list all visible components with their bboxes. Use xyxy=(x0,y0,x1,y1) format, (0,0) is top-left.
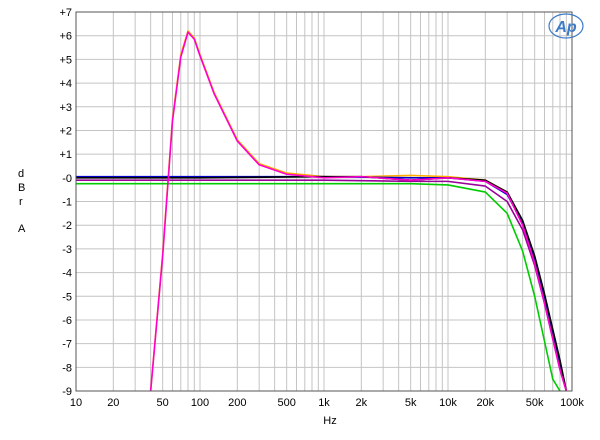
y-tick-label: -7 xyxy=(62,339,72,351)
y-tick-label: -4 xyxy=(62,268,72,280)
y-tick-label: +2 xyxy=(59,125,72,137)
y-axis-label-b: B xyxy=(18,182,26,194)
series-line-3 xyxy=(76,179,568,392)
y-tick-label: +1 xyxy=(59,149,72,161)
y-tick-label: -9 xyxy=(62,386,72,398)
x-tick-label: 20k xyxy=(476,397,494,409)
x-tick-label: 1k xyxy=(318,397,330,409)
x-tick-label: 5k xyxy=(405,397,417,409)
y-tick-label: -1 xyxy=(62,197,72,209)
x-tick-label: 100k xyxy=(560,397,584,409)
plot-frame xyxy=(75,11,573,392)
y-axis-label-d: d xyxy=(18,168,25,180)
y-tick-label: +3 xyxy=(59,102,72,114)
x-tick-label: 10 xyxy=(70,397,82,409)
x-tick-label: 100 xyxy=(191,397,209,409)
y-tick-label: +5 xyxy=(59,54,72,66)
x-tick-label: 50 xyxy=(157,397,169,409)
y-tick-label: -0 xyxy=(62,173,72,185)
y-tick-label: -6 xyxy=(62,315,72,327)
ap-logo: Ap xyxy=(548,13,584,39)
x-tick-label: 10k xyxy=(439,397,457,409)
series-line-5 xyxy=(149,31,568,392)
series-layer xyxy=(76,30,568,392)
y-tick-label: -2 xyxy=(62,220,72,232)
series-line-4 xyxy=(76,175,568,392)
series-line-1 xyxy=(76,182,561,392)
x-tick-label: 20 xyxy=(107,397,119,409)
tick-label-layer: +7 +6 +5 +4 +3 +2 +1 -0 -1 -2 -3 -4 -5 -6 -7 -8 -910 20 50… xyxy=(59,7,584,409)
y-tick-label: +7 xyxy=(59,7,72,19)
x-tick-label: 2k xyxy=(356,397,368,409)
x-tick-label: 50k xyxy=(526,397,544,409)
x-tick-label: 500 xyxy=(277,397,295,409)
y-axis-label-r: r xyxy=(19,196,23,208)
y-axis-label-a: A xyxy=(18,223,26,235)
y-tick-label: +4 xyxy=(59,78,72,90)
y-tick-label: -3 xyxy=(62,244,72,256)
grid-layer xyxy=(75,11,572,392)
y-tick-label: +6 xyxy=(59,31,72,43)
y-tick-label: -8 xyxy=(62,362,72,374)
x-tick-label: 200 xyxy=(228,397,246,409)
series-line-2 xyxy=(76,175,568,392)
y-tick-label: -5 xyxy=(62,291,72,303)
ap-logo-text: Ap xyxy=(554,19,577,36)
x-axis-label: Hz xyxy=(323,415,336,427)
